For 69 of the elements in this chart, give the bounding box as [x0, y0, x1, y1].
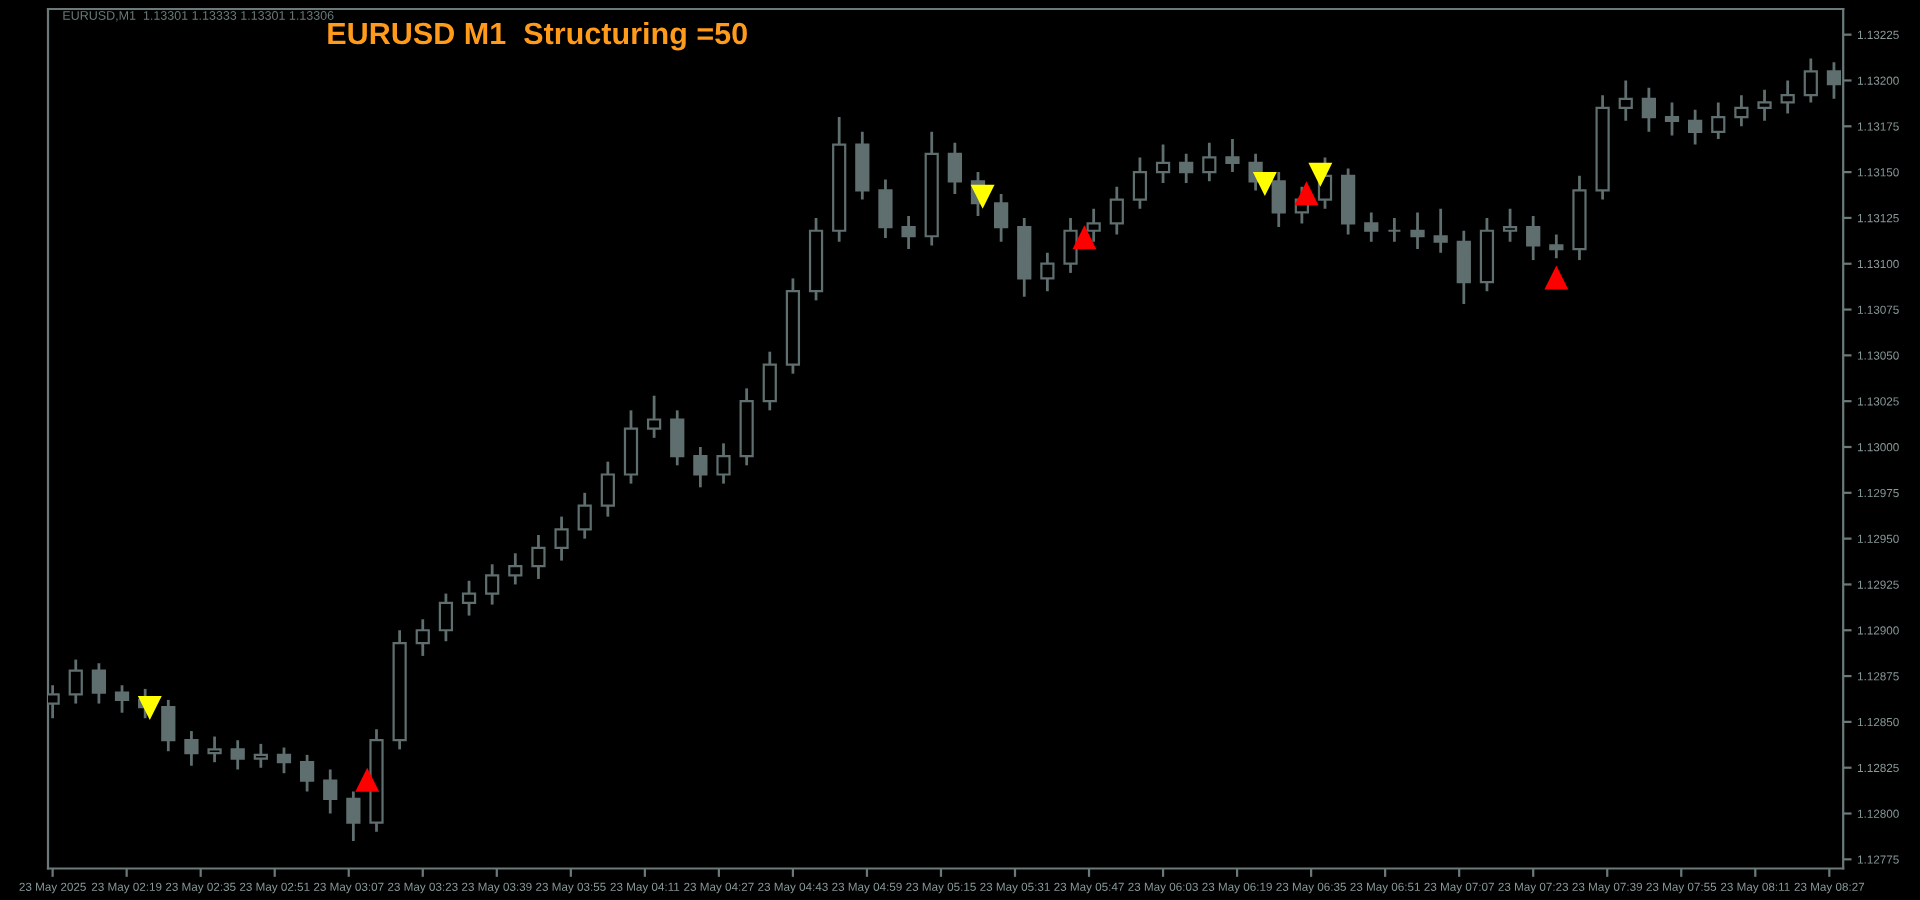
candlestick — [253, 742, 268, 770]
point — [1073, 226, 1096, 250]
candlestick — [1618, 79, 1633, 123]
candlestick — [1109, 185, 1124, 236]
candlestick — [600, 460, 615, 519]
candlestick — [947, 141, 962, 196]
candlestick — [1387, 216, 1402, 244]
candlestick — [68, 658, 83, 705]
candlestick — [716, 441, 731, 486]
candlestick — [554, 515, 569, 563]
candlestick — [1757, 88, 1772, 123]
chart-title: EURUSD M1 Structuring =50 — [328, 21, 747, 51]
candlestick — [762, 350, 777, 412]
candlestick — [1456, 229, 1471, 306]
candlestick — [276, 746, 292, 775]
candlestick — [901, 214, 916, 251]
candlestick — [346, 790, 361, 843]
candlestick — [994, 192, 1009, 244]
candlestick — [1664, 101, 1680, 137]
candlestick — [508, 551, 523, 586]
candlestick — [1433, 207, 1448, 255]
candlestick — [1502, 207, 1518, 244]
candlestick — [1803, 57, 1818, 104]
candlestick — [1040, 251, 1055, 293]
candlestick — [1225, 137, 1240, 174]
candlestick — [577, 491, 592, 541]
point — [138, 696, 161, 719]
candlestick — [1364, 211, 1379, 244]
candlestick — [1641, 86, 1656, 134]
point — [1253, 171, 1276, 195]
candlestick — [415, 617, 430, 658]
candlestick — [1086, 207, 1101, 244]
candlestick — [531, 533, 546, 581]
candlestick — [184, 729, 199, 768]
candlestick — [1341, 167, 1356, 236]
candlestick — [1410, 211, 1425, 251]
candlestick — [323, 768, 338, 815]
candlestick — [623, 408, 639, 486]
point — [1309, 162, 1332, 186]
candlestick — [1734, 93, 1749, 128]
candlestick — [438, 592, 454, 643]
candlestick — [207, 735, 222, 764]
candlestick — [855, 130, 870, 201]
candlestick — [1179, 152, 1194, 185]
candlestick — [299, 753, 315, 793]
point — [1295, 182, 1318, 206]
candlestick — [91, 661, 107, 705]
candlestick — [461, 579, 477, 617]
point — [356, 769, 379, 792]
candlestick — [1711, 101, 1726, 141]
candlestick — [1526, 214, 1541, 262]
point — [1545, 267, 1568, 290]
candlestick — [1549, 233, 1564, 260]
candlestick — [161, 698, 176, 753]
candlestick — [1132, 156, 1148, 211]
candlestick — [878, 178, 893, 240]
candlestick — [670, 408, 685, 467]
candlestick — [1202, 141, 1217, 183]
candlestick — [1155, 143, 1171, 185]
candlestick — [693, 445, 708, 489]
candlestick — [1271, 170, 1286, 229]
candlestick — [1780, 79, 1795, 115]
candlestick — [1688, 108, 1703, 146]
candlestick — [114, 683, 130, 715]
point — [971, 184, 994, 208]
candlestick — [230, 738, 245, 771]
candlestick — [485, 562, 500, 606]
candlestick — [646, 394, 662, 440]
candlestick — [1063, 216, 1078, 275]
